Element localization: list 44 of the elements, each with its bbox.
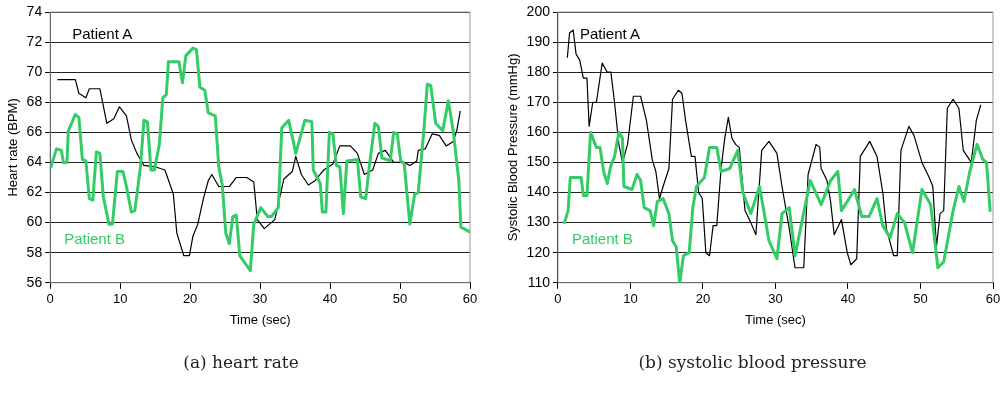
x-tick-label: 20 xyxy=(182,291,198,307)
y-tick-label: 190 xyxy=(526,32,551,49)
y-tick-label: 180 xyxy=(526,63,551,80)
y-tick-label: 74 xyxy=(26,2,43,19)
y-tick-label: 56 xyxy=(26,273,43,290)
y-tick-label: 200 xyxy=(526,2,551,19)
x-axis-title: Time (sec) xyxy=(745,311,806,327)
text: (b) systolic blood pressure xyxy=(637,352,868,372)
y-tick-label: 66 xyxy=(26,123,43,140)
y-tick-label: 110 xyxy=(527,273,551,290)
y-axis-title: Heart rate (BPM) xyxy=(5,98,21,197)
y-tick-label: 150 xyxy=(526,153,551,170)
text: Patient A xyxy=(72,25,133,43)
y-tick-label: 58 xyxy=(26,243,43,260)
y-tick-label: 72 xyxy=(26,32,43,49)
series-label: Patient B xyxy=(571,229,633,247)
x-tick-label: 50 xyxy=(392,291,408,307)
x-tick-label: 40 xyxy=(840,291,856,307)
y-tick-label: 64 xyxy=(26,153,43,170)
x-tick-label: 10 xyxy=(623,291,638,307)
x-tick-label: 20 xyxy=(695,291,711,307)
x-axis-title: Time (sec) xyxy=(229,311,291,327)
x-tick-label: 0 xyxy=(46,291,54,307)
series-label: Patient B xyxy=(64,229,126,247)
y-tick-label: 60 xyxy=(26,213,43,230)
y-tick-label: 120 xyxy=(526,243,551,260)
y-tick-label: 160 xyxy=(526,123,551,140)
series-label: Patient A xyxy=(579,25,641,43)
x-tick-label: 10 xyxy=(112,291,128,307)
x-tick-label: 60 xyxy=(462,291,478,307)
x-tick-label: 50 xyxy=(913,291,928,307)
y-tick-label: 70 xyxy=(26,63,43,80)
x-tick-label: 30 xyxy=(768,291,783,307)
y-axis-title: Systolic Blood Pressure (mmHg) xyxy=(505,53,521,242)
y-tick-label: 170 xyxy=(526,93,551,110)
x-tick-label: 60 xyxy=(985,291,1001,307)
y-tick-label: 140 xyxy=(526,183,551,200)
x-tick-label: 40 xyxy=(322,291,338,307)
y-tick-label: 62 xyxy=(26,183,43,200)
y-tick-label: 68 xyxy=(26,93,43,110)
text: (a) heart rate xyxy=(182,352,300,372)
x-tick-label: 0 xyxy=(554,291,562,307)
x-tick-label: 30 xyxy=(252,291,268,307)
y-tick-label: 130 xyxy=(526,213,551,230)
